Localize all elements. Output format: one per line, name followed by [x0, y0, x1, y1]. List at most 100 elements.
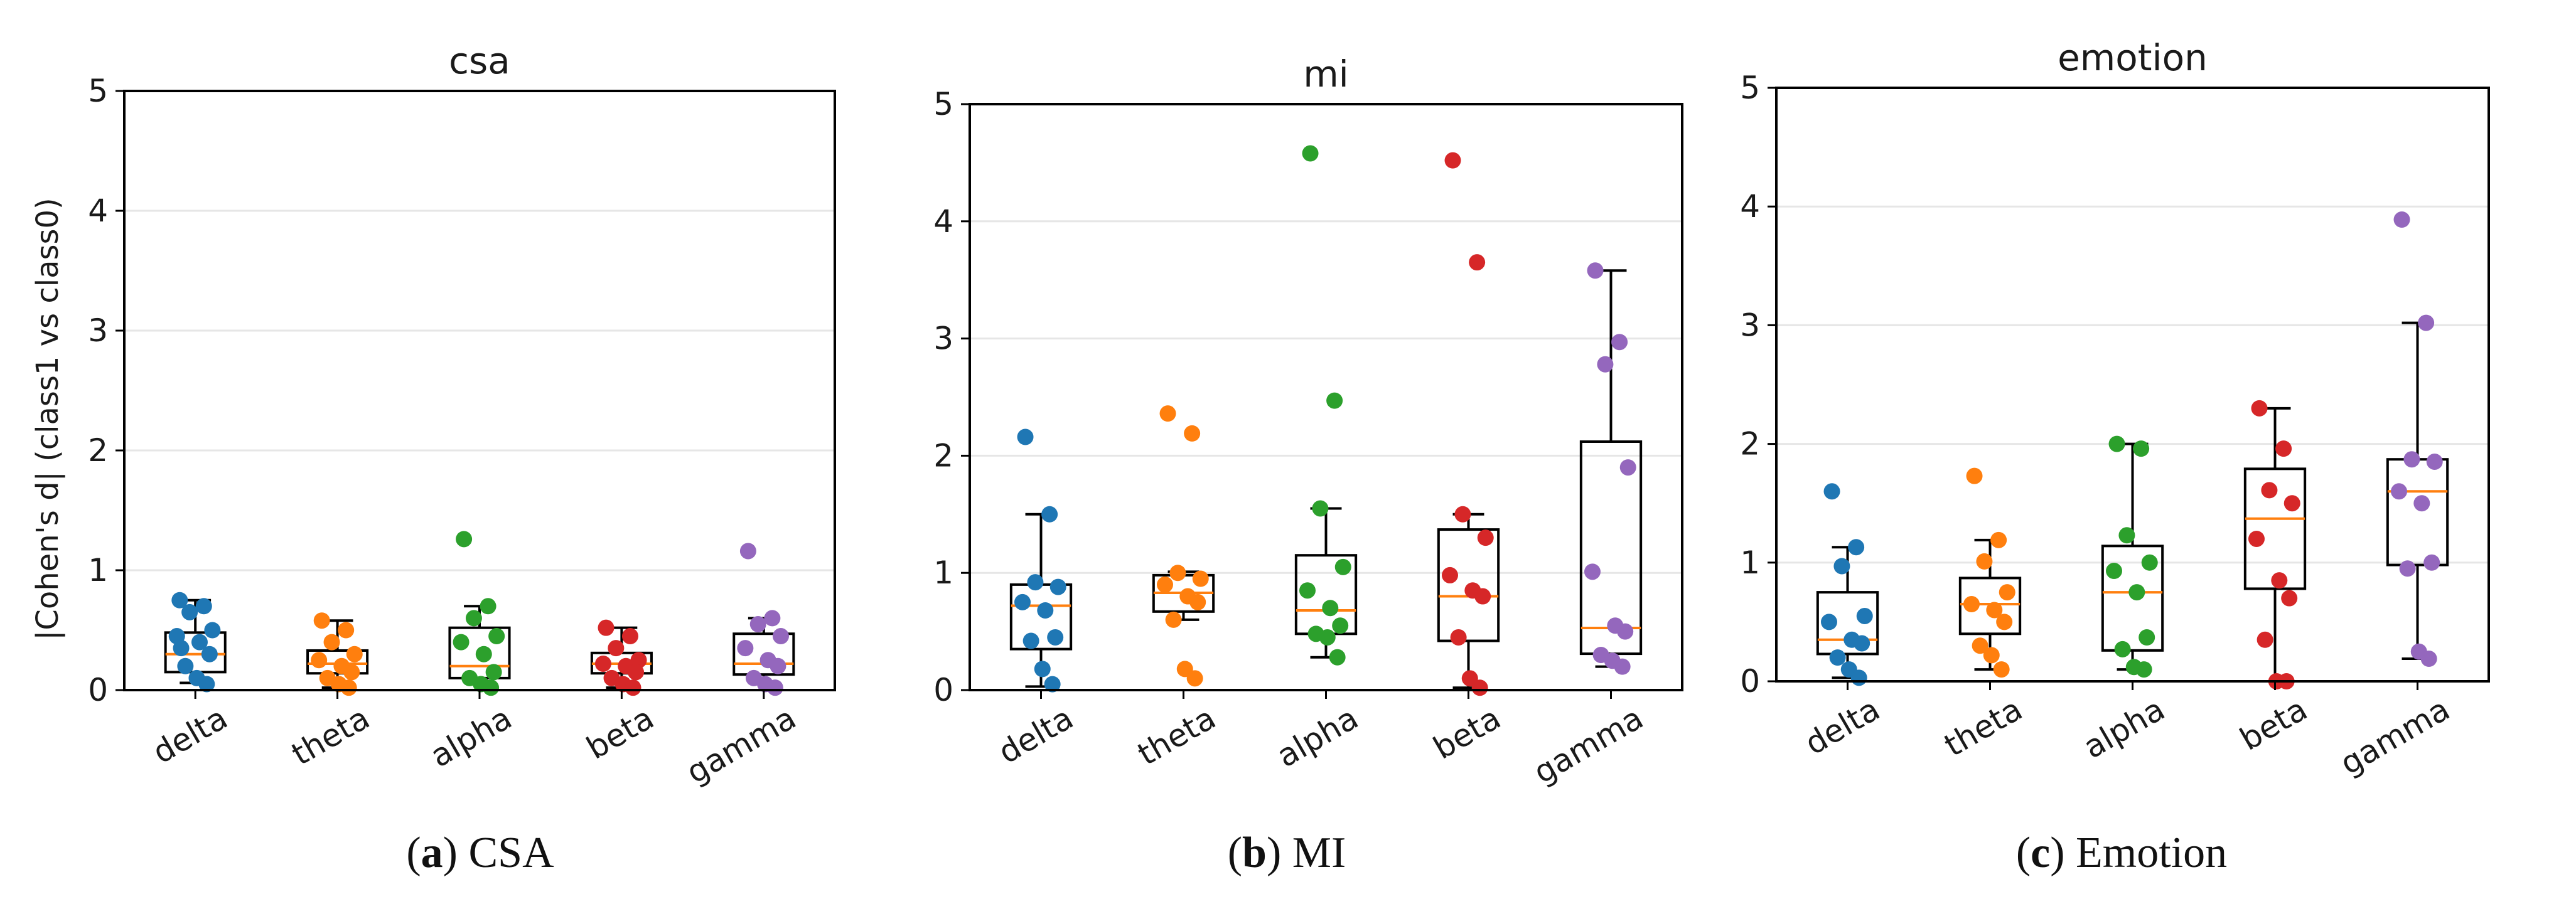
- data-point-beta: [2251, 400, 2268, 417]
- data-point-alpha: [1326, 392, 1343, 409]
- data-point-theta: [1983, 647, 2000, 664]
- data-point-alpha: [2118, 527, 2135, 544]
- data-point-alpha: [485, 664, 502, 681]
- panel-title: csa: [449, 40, 510, 82]
- data-point-gamma: [2420, 651, 2437, 667]
- x-tick-label-delta: delta: [992, 699, 1080, 771]
- y-tick-label: 5: [933, 86, 953, 122]
- panel-title: emotion: [2058, 36, 2208, 79]
- data-point-delta: [171, 592, 188, 609]
- y-tick-label: 2: [1740, 426, 1760, 462]
- data-point-theta: [1189, 593, 1206, 610]
- box-delta: [1816, 591, 1879, 656]
- data-point-alpha: [2108, 435, 2125, 452]
- panel-emotion: emotion 0 1 2 3 4 5 delta theta alpha beta gamma: [1740, 36, 2490, 782]
- data-point-beta: [1441, 566, 1458, 583]
- data-point-delta: [191, 634, 208, 651]
- data-point-alpha: [480, 598, 496, 615]
- data-point-gamma: [1614, 658, 1631, 675]
- data-point-beta: [594, 655, 611, 672]
- y-tick-label: 0: [1740, 663, 1760, 699]
- data-point-delta: [1850, 669, 1867, 686]
- y-tick-label: 3: [1740, 307, 1760, 343]
- data-point-alpha: [1334, 558, 1351, 575]
- data-point-theta: [1996, 614, 2013, 630]
- box-theta: [1958, 577, 2022, 635]
- data-point-beta: [2271, 572, 2288, 589]
- data-point-delta: [1856, 607, 1873, 624]
- data-point-theta: [323, 634, 340, 651]
- y-tick-label: 1: [933, 555, 953, 591]
- x-tick-label-theta: theta: [1938, 691, 2029, 763]
- caption-c: (c) Emotion: [2015, 829, 2228, 877]
- data-point-alpha: [1322, 600, 1339, 617]
- data-point-beta: [1474, 588, 1491, 605]
- data-point-beta: [1477, 529, 1494, 546]
- data-point-delta: [1854, 635, 1870, 652]
- data-point-theta: [1976, 553, 1993, 570]
- data-point-delta: [1829, 649, 1846, 666]
- data-point-theta: [1993, 661, 2010, 678]
- y-tick-label: 4: [1740, 188, 1760, 225]
- data-point-beta: [598, 619, 614, 636]
- data-point-beta: [621, 628, 638, 645]
- x-tick-label-delta: delta: [1799, 691, 1886, 762]
- data-point-theta: [313, 612, 330, 629]
- data-point-delta: [1833, 558, 1850, 575]
- data-point-theta: [1165, 611, 1182, 628]
- box-alpha: [2101, 545, 2164, 652]
- data-point-delta: [177, 657, 194, 674]
- y-tick-label: 2: [933, 437, 953, 474]
- data-point-beta: [628, 664, 645, 681]
- data-point-gamma: [737, 640, 754, 657]
- data-point-alpha: [2128, 584, 2145, 601]
- data-point-beta: [608, 640, 625, 657]
- data-point-gamma: [1617, 623, 1634, 640]
- data-point-delta: [181, 604, 198, 620]
- data-point-beta: [1471, 679, 1488, 696]
- data-point-beta: [625, 679, 641, 696]
- caption-a: (a) CSA: [406, 829, 554, 877]
- box-beta: [2243, 467, 2307, 590]
- data-point-beta: [1444, 152, 1461, 169]
- data-point-beta: [2281, 590, 2298, 607]
- y-tick-label: 4: [88, 193, 108, 229]
- data-point-theta: [343, 664, 360, 681]
- box-beta: [1437, 528, 1500, 642]
- data-point-delta: [1044, 676, 1061, 693]
- data-point-alpha: [488, 628, 505, 645]
- data-point-theta: [311, 652, 328, 669]
- data-point-gamma: [1597, 356, 1614, 373]
- data-point-theta: [346, 646, 363, 662]
- data-point-delta: [1823, 483, 1840, 500]
- data-point-gamma: [739, 543, 756, 560]
- x-tick-label-beta: beta: [581, 699, 660, 767]
- data-point-alpha: [2133, 440, 2150, 457]
- data-point-gamma: [2390, 483, 2407, 500]
- data-point-gamma: [2393, 211, 2410, 228]
- data-point-gamma: [1584, 563, 1601, 580]
- data-point-alpha: [2139, 629, 2155, 646]
- x-tick-label-theta: theta: [286, 699, 376, 772]
- data-point-gamma: [2423, 554, 2440, 571]
- data-point-alpha: [1299, 582, 1316, 599]
- data-point-alpha: [456, 531, 473, 548]
- data-point-theta: [1990, 531, 2007, 548]
- y-tick-label: 1: [88, 552, 108, 588]
- data-point-gamma: [749, 615, 766, 632]
- data-point-theta: [1986, 602, 2003, 619]
- box-theta: [306, 649, 369, 675]
- x-tick-label-theta: theta: [1132, 699, 1222, 772]
- data-point-gamma: [1587, 262, 1604, 279]
- data-point-delta: [1848, 539, 1865, 556]
- box-gamma: [2386, 458, 2449, 566]
- y-tick-label: 5: [88, 73, 108, 109]
- caption-b: (b) MI: [1227, 829, 1346, 877]
- data-point-gamma: [2426, 453, 2443, 470]
- data-point-delta: [1027, 574, 1044, 591]
- data-point-theta: [340, 679, 357, 696]
- data-point-delta: [1047, 629, 1064, 646]
- data-point-gamma: [2413, 495, 2430, 512]
- data-point-gamma: [770, 657, 786, 674]
- data-point-theta: [1192, 570, 1209, 587]
